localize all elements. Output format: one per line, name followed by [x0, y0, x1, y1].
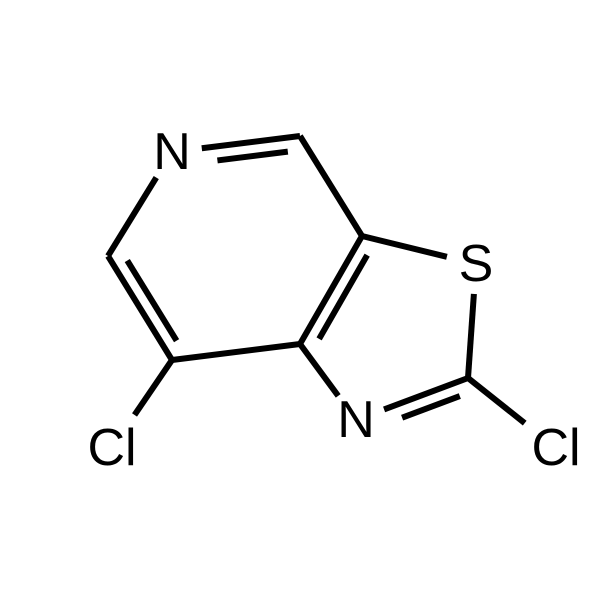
bond	[362, 236, 447, 257]
s-atom-label: S	[459, 235, 494, 293]
n-atom-label: N	[153, 123, 191, 181]
bond	[135, 360, 172, 415]
cl-atom-label: Cl	[531, 419, 580, 477]
chemical-structure-diagram: N S N Cl Cl	[0, 0, 600, 600]
n-atom-label: N	[337, 391, 375, 449]
bond	[172, 344, 300, 360]
bond	[300, 236, 362, 344]
bond	[300, 344, 338, 396]
bond	[108, 256, 172, 360]
bond	[468, 378, 525, 423]
cl-atom-label: Cl	[87, 419, 136, 477]
bond	[468, 294, 474, 378]
bond	[384, 378, 468, 409]
bond	[202, 136, 300, 148]
bond	[300, 136, 362, 236]
bond	[217, 152, 287, 161]
bond	[108, 178, 156, 256]
